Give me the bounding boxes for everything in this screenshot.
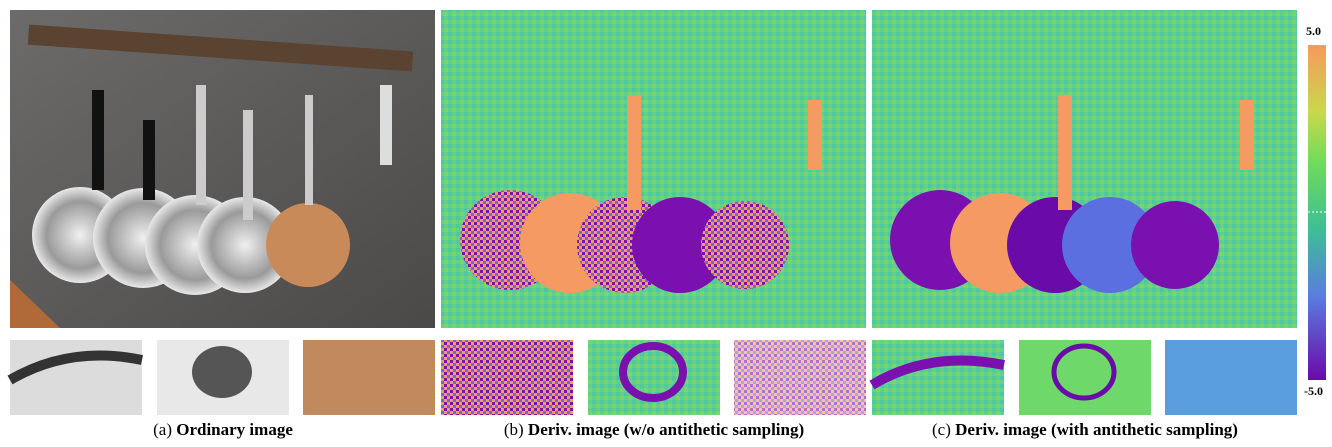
- caption-text: Deriv. image (with antithetic sampling): [955, 420, 1238, 439]
- caption-text: Deriv. image (w/o antithetic sampling): [528, 420, 804, 439]
- caption: (a) Ordinary image: [8, 420, 438, 440]
- insets: [10, 340, 1297, 415]
- colorbar-max: 5.0: [1306, 24, 1321, 39]
- deriv-image-without: [441, 10, 866, 328]
- caption-label: (b): [504, 420, 524, 439]
- caption: (c) Deriv. image (with antithetic sampli…: [870, 420, 1300, 440]
- caption-text: Ordinary image: [176, 420, 293, 439]
- colorbar-min: -5.0: [1304, 384, 1323, 399]
- caption: (b) Deriv. image (w/o antithetic samplin…: [439, 420, 869, 440]
- figure: 5.0 -5.0 (a) Ordinary image (b) Deriv. i…: [0, 0, 1332, 447]
- deriv-image-with: [872, 10, 1297, 328]
- caption-label: (a): [153, 420, 172, 439]
- ordinary-image: [10, 10, 435, 328]
- caption-label: (c): [932, 420, 951, 439]
- figure-art: [0, 0, 1332, 447]
